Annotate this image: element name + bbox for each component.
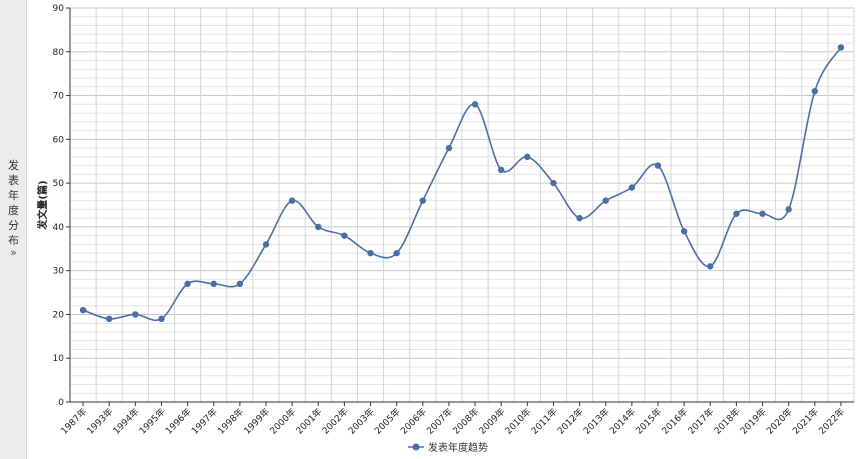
data-point[interactable] xyxy=(445,144,453,152)
x-axis-ticks: 1987年1993年1994年1995年1996年1997年1998年1999年… xyxy=(58,402,847,437)
x-tick-label: 1994年 xyxy=(110,406,141,437)
legend-label: 发表年度趋势 xyxy=(428,441,488,454)
chart-axes xyxy=(69,8,854,403)
x-tick-label: 2007年 xyxy=(424,406,455,437)
x-tick-label: 2002年 xyxy=(319,406,350,437)
data-point[interactable] xyxy=(602,197,609,204)
x-tick-label: 2008年 xyxy=(450,406,481,437)
x-tick-label: 2000年 xyxy=(267,406,298,437)
data-point[interactable] xyxy=(785,206,792,213)
data-point[interactable] xyxy=(315,223,322,231)
y-tick-label: 0 xyxy=(58,398,64,408)
side-panel-char: 度 xyxy=(8,204,19,217)
expand-arrow-icon[interactable]: » xyxy=(10,246,17,259)
series-points xyxy=(79,44,845,323)
data-point[interactable] xyxy=(733,210,740,217)
x-tick-label: 2013年 xyxy=(581,406,612,437)
x-tick-label: 2012年 xyxy=(555,406,586,437)
x-tick-label: 2020年 xyxy=(764,406,795,437)
data-point[interactable] xyxy=(654,162,662,169)
y-tick-label: 60 xyxy=(53,135,65,145)
data-point[interactable] xyxy=(393,249,400,257)
x-tick-label: 2014年 xyxy=(607,406,638,437)
data-point[interactable] xyxy=(210,280,217,287)
data-point[interactable] xyxy=(759,210,766,217)
data-point[interactable] xyxy=(837,44,845,51)
side-panel-char: 布 xyxy=(8,234,19,247)
x-tick-label: 2003年 xyxy=(346,406,377,437)
side-panel-toggle[interactable]: 发 表 年 度 分 布 » xyxy=(0,0,27,459)
data-point[interactable] xyxy=(236,280,244,287)
data-point[interactable] xyxy=(341,232,348,239)
x-tick-label: 1995年 xyxy=(137,406,168,437)
data-point[interactable] xyxy=(471,101,479,108)
chart-grid xyxy=(70,7,855,402)
x-tick-label: 2022年 xyxy=(816,406,847,437)
x-tick-label: 1997年 xyxy=(189,406,220,437)
data-point[interactable] xyxy=(367,249,374,257)
x-tick-label: 1996年 xyxy=(163,406,194,437)
x-tick-label: 2006年 xyxy=(398,406,429,437)
data-point[interactable] xyxy=(262,241,270,248)
y-tick-label: 50 xyxy=(53,179,65,189)
x-tick-label: 2019年 xyxy=(738,406,769,437)
side-panel-char: 年 xyxy=(8,189,19,202)
side-panel-char: 发 xyxy=(8,159,19,172)
data-point[interactable] xyxy=(550,179,557,187)
x-tick-label: 2009年 xyxy=(476,406,507,437)
x-tick-label: 2011年 xyxy=(529,406,560,437)
y-tick-label: 90 xyxy=(53,4,65,14)
x-tick-label: 1998年 xyxy=(215,406,246,437)
data-point[interactable] xyxy=(811,87,818,95)
x-tick-label: 1999年 xyxy=(241,406,272,437)
x-tick-label: 2005年 xyxy=(372,406,403,437)
y-axis-ticks: 0 10 20 30 40 50 60 70 80 90 xyxy=(53,4,70,408)
y-tick-label: 20 xyxy=(53,310,65,320)
y-tick-label: 30 xyxy=(53,267,65,277)
x-tick-label: 1993年 xyxy=(84,406,115,437)
data-point[interactable] xyxy=(184,280,191,287)
y-axis-label: 发文量(篇) xyxy=(36,180,49,230)
y-tick-label: 70 xyxy=(53,92,65,102)
x-tick-label: 2015年 xyxy=(633,406,664,437)
data-point[interactable] xyxy=(158,315,165,323)
y-tick-label: 80 xyxy=(53,48,65,58)
data-point[interactable] xyxy=(680,228,688,235)
data-point[interactable] xyxy=(288,197,296,204)
x-tick-label: 2016年 xyxy=(659,406,690,437)
data-point[interactable] xyxy=(707,263,714,270)
y-tick-label: 10 xyxy=(53,354,65,364)
data-point[interactable] xyxy=(576,214,583,222)
data-point[interactable] xyxy=(628,184,636,191)
side-panel-char: 表 xyxy=(8,174,19,187)
data-point[interactable] xyxy=(524,153,531,161)
x-tick-label: 2018年 xyxy=(711,406,742,437)
x-tick-label: 1987年 xyxy=(58,406,89,437)
x-tick-label: 2021年 xyxy=(790,406,821,437)
data-point[interactable] xyxy=(419,197,426,204)
data-point[interactable] xyxy=(106,315,113,323)
legend[interactable]: 发表年度趋势 xyxy=(408,441,488,454)
x-tick-label: 2001年 xyxy=(293,406,324,437)
y-tick-label: 40 xyxy=(53,223,65,233)
legend-marker-icon xyxy=(412,443,420,451)
data-point[interactable] xyxy=(132,311,139,318)
x-tick-label: 2017年 xyxy=(685,406,716,437)
data-point[interactable] xyxy=(498,166,505,174)
data-point[interactable] xyxy=(79,306,87,314)
side-panel-char: 分 xyxy=(8,219,19,232)
x-tick-label: 2010年 xyxy=(502,406,533,437)
side-panel-title: 发 表 年 度 分 布 xyxy=(0,158,27,248)
